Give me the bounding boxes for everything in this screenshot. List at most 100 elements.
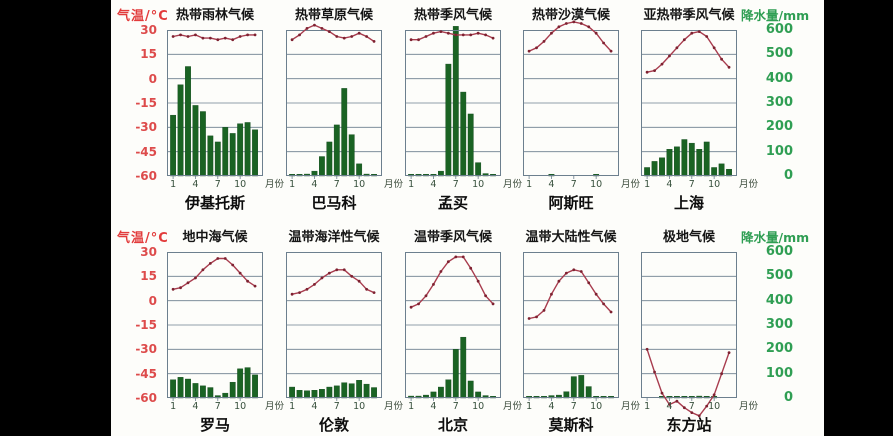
chart-frame <box>405 252 501 398</box>
month-tick-label: 7 <box>452 401 459 412</box>
temp-point <box>194 276 197 280</box>
temp-tick-label: 30 <box>140 245 157 259</box>
chart-plot-area <box>405 26 501 180</box>
temp-point <box>313 283 316 286</box>
precip-bar <box>585 386 592 399</box>
precip-bar <box>200 111 206 177</box>
month-unit-label: 月份 <box>621 179 641 190</box>
precip-tick-label: 0 <box>783 168 793 183</box>
precip-bar <box>185 66 191 177</box>
temp-point <box>305 287 309 291</box>
temp-point <box>476 279 480 283</box>
precip-bar <box>467 113 474 177</box>
temp-point <box>727 351 731 354</box>
temp-point <box>476 31 480 35</box>
month-tick-label: 10 <box>472 179 485 190</box>
chart-title: 温带季风气候 <box>413 230 492 245</box>
climograph-svg <box>523 20 619 179</box>
precip-bar <box>438 386 444 399</box>
temp-point <box>690 411 694 414</box>
temp-point <box>290 292 294 296</box>
temp-point <box>171 35 175 38</box>
month-tick-label: 10 <box>590 179 603 190</box>
station-label: 北京 <box>437 416 468 434</box>
precip-bar <box>289 386 295 399</box>
station-label: 阿斯旺 <box>548 194 594 212</box>
temp-point <box>290 38 294 42</box>
month-unit-label: 月份 <box>621 401 641 412</box>
temp-point <box>653 69 656 72</box>
precip-bar <box>177 84 184 177</box>
slide-panel: 气温/°C 降水量/mm 30 15 0 -15 -30 -45 -60 600 500 400… <box>111 0 824 436</box>
precip-bar <box>666 149 673 177</box>
temp-point <box>660 62 664 66</box>
temp-point <box>208 262 212 265</box>
temp-point <box>675 399 679 403</box>
temp-point <box>572 268 576 272</box>
precip-bar <box>244 122 251 177</box>
temp-point <box>668 403 671 406</box>
month-tick-label: 4 <box>548 179 555 190</box>
temp-line <box>411 30 494 41</box>
precip-tick-label: 400 <box>765 292 793 308</box>
month-tick-label: 10 <box>472 401 485 412</box>
precip-bar <box>356 163 363 177</box>
temp-point <box>223 36 227 40</box>
precip-bar <box>711 167 718 177</box>
precip-bar <box>644 167 650 177</box>
temp-point <box>697 414 701 418</box>
precip-bar <box>237 368 244 399</box>
chart-plot-area <box>167 30 263 180</box>
temp-tick-label: -60 <box>135 391 157 405</box>
month-unit-label: 月份 <box>384 401 404 412</box>
chart-title: 热带季风气候 <box>413 8 492 23</box>
month-tick-label: 1 <box>526 179 533 190</box>
temp-point <box>469 266 473 270</box>
temp-line <box>410 256 494 308</box>
temp-point <box>350 35 354 38</box>
chart-plot-area <box>523 252 619 402</box>
temp-point <box>409 305 413 309</box>
chart-title: 热带雨林气候 <box>175 8 254 23</box>
precip-bar <box>703 141 710 177</box>
temp-point <box>602 302 605 306</box>
precip-axis-header: 降水量/mm <box>741 230 810 245</box>
temp-point <box>439 270 443 273</box>
station-label: 上海 <box>673 194 704 212</box>
month-tick-label: 1 <box>526 401 533 412</box>
precip-bar <box>244 367 251 399</box>
temp-point <box>550 292 553 296</box>
chart-plot-area <box>405 252 501 402</box>
precip-bar <box>681 139 688 177</box>
temp-point <box>327 271 331 275</box>
temp-line <box>646 349 730 417</box>
precip-tick-label: 500 <box>765 46 793 62</box>
month-tick-label: 4 <box>430 401 437 412</box>
temp-point <box>579 270 583 273</box>
precip-bar <box>460 91 467 177</box>
month-tick-label: 1 <box>644 179 651 190</box>
temp-point <box>609 310 613 314</box>
month-tick-label: 10 <box>234 179 247 190</box>
precip-tick-label: 500 <box>765 268 793 284</box>
temp-point <box>542 309 546 312</box>
temp-point <box>216 257 220 260</box>
temp-point <box>461 255 465 259</box>
temp-point <box>179 33 182 37</box>
temp-point <box>587 25 591 29</box>
temp-point <box>179 286 182 290</box>
precip-bar <box>688 142 695 177</box>
temp-axis-header: 气温/°C <box>117 231 169 246</box>
temp-line <box>172 34 256 41</box>
month-tick-label: 4 <box>666 401 673 412</box>
temp-point <box>720 57 723 61</box>
month-tick-label: 1 <box>408 401 415 412</box>
climograph-svg <box>286 252 382 401</box>
temp-point <box>564 271 568 275</box>
climograph-svg <box>641 252 737 418</box>
temp-point <box>682 38 686 42</box>
precip-bar <box>296 390 303 399</box>
temp-point <box>320 276 324 280</box>
temp-point <box>365 35 368 38</box>
